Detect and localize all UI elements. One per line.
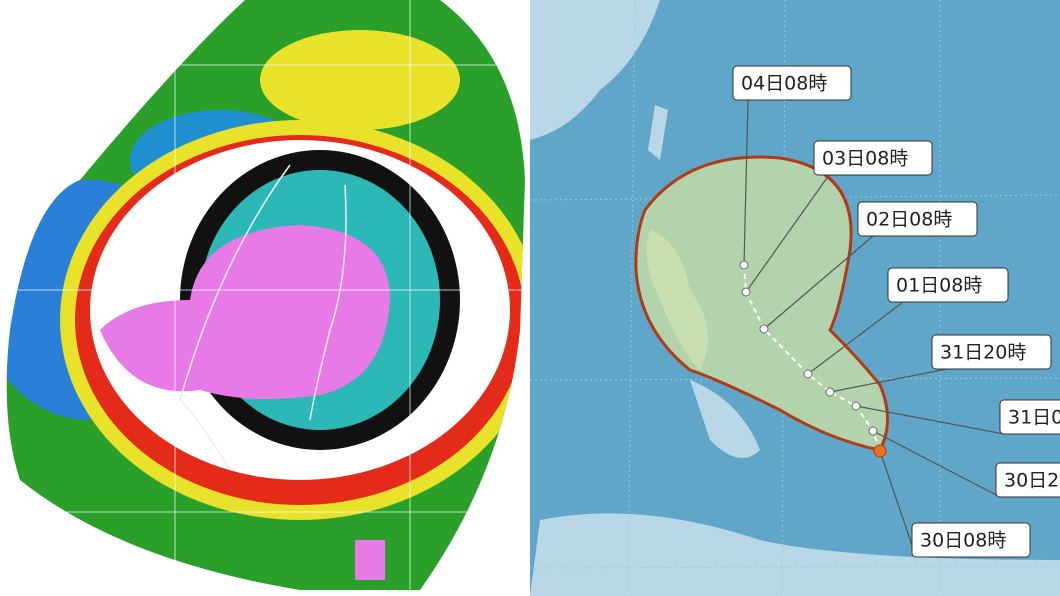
track-point xyxy=(825,387,835,397)
radar-magenta xyxy=(355,540,385,580)
radar-panel xyxy=(6,0,525,590)
track-labels: 04日08時 03日08時 02日08時 01日08時 31日20時 31日0 30日2 30… xyxy=(732,65,1060,558)
land xyxy=(530,513,1060,596)
coastline xyxy=(179,164,347,471)
connector-line xyxy=(763,235,874,330)
time-label: 02日08時 xyxy=(866,209,952,231)
track-points xyxy=(739,260,887,458)
potential-track-area xyxy=(634,155,889,452)
track-point xyxy=(851,401,861,411)
label-box xyxy=(887,267,1009,303)
track-point xyxy=(739,260,749,270)
forecast-track xyxy=(743,264,881,452)
time-label: 30日08時 xyxy=(920,530,1006,552)
time-label: 01日08時 xyxy=(896,275,982,297)
time-label: 31日0 xyxy=(1008,407,1060,429)
label-box xyxy=(857,201,978,237)
connector-line xyxy=(743,99,749,266)
label-connectors xyxy=(743,99,1005,558)
time-label: 30日2 xyxy=(1004,470,1059,492)
radar-yellow xyxy=(260,30,460,130)
land xyxy=(690,380,760,458)
label-box xyxy=(911,522,1031,558)
label-box xyxy=(931,334,1052,370)
land xyxy=(648,105,668,160)
radar-magenta xyxy=(100,225,390,399)
connector-line xyxy=(879,450,917,558)
label-box xyxy=(995,462,1060,498)
label-box xyxy=(732,65,852,101)
time-label: 03日08時 xyxy=(822,148,908,170)
label-box xyxy=(813,140,933,176)
label-box xyxy=(999,399,1060,435)
track-point xyxy=(741,287,751,297)
connector-line xyxy=(807,301,904,375)
current-position xyxy=(873,444,887,458)
track-point xyxy=(868,426,878,436)
track-point xyxy=(759,324,769,334)
connector-line xyxy=(829,368,948,393)
connector-line xyxy=(872,430,1001,498)
track-panel: 04日08時 03日08時 02日08時 01日08時 31日20時 31日0 30日2 30… xyxy=(530,0,1060,596)
land xyxy=(530,0,660,140)
time-label: 04日08時 xyxy=(741,73,827,95)
connector-line xyxy=(745,174,830,293)
connector-line xyxy=(855,405,1005,435)
track-point xyxy=(803,369,813,379)
time-label: 31日20時 xyxy=(940,342,1026,364)
